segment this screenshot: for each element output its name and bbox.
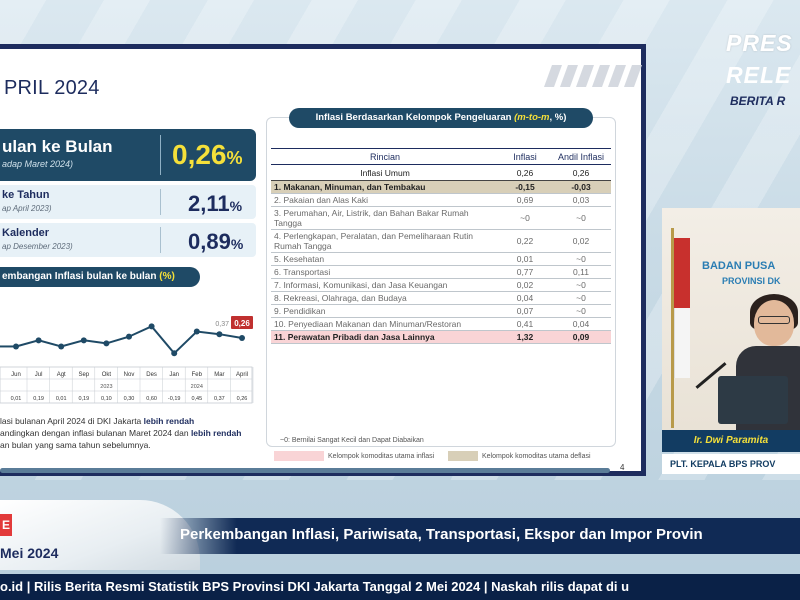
presentation-slide: PRIL 2024 ulan ke Bulan adap Maret 2024)… [0, 44, 646, 476]
value-label: 0,30 [124, 396, 135, 402]
value-label: 0,01 [11, 396, 22, 402]
row-inflasi-umum: Inflasi Umum 0,26 0,26 [271, 164, 611, 181]
value-label: 0,10 [101, 396, 112, 402]
flag-icon [674, 238, 690, 308]
footnote: ~0: Bernilai Sangat Kecil dan Dapat Diab… [280, 437, 424, 444]
month-grid [0, 366, 253, 404]
series-line [15, 325, 243, 355]
legend-deflasi: Kelompok komoditas utama deflasi [448, 451, 591, 461]
press-title-1: PRES [726, 30, 793, 56]
header-rincian: Rincian [271, 148, 499, 165]
headline-text: Perkembangan Inflasi, Pariwisata, Transp… [180, 526, 703, 543]
tick-label: Feb [192, 372, 203, 378]
speaker-video: BADAN PUSA PROVINSI DK [662, 208, 800, 430]
stat-mtm-label: ulan ke Bulan [2, 137, 113, 156]
data-point [239, 334, 245, 341]
data-point [171, 350, 178, 357]
monthly-inflation-chart: 0,37 0,26 Jun 0,01 Jul 0,19 Agt 0,01 Sep 0,19 Okt 0… [0, 315, 254, 404]
slide-title: PRIL 2024 [4, 77, 100, 99]
value-label: 0,01 [56, 396, 67, 402]
table-row: 10. Penyediaan Makanan dan Minuman/Resto… [271, 317, 611, 331]
berita-subtitle: BERITA R [730, 94, 786, 108]
press-title-2: RELE [726, 62, 792, 88]
headline-bar: Perkembangan Inflasi, Pariwisata, Transp… [160, 518, 800, 554]
highlight-box [231, 315, 253, 329]
chart-note: lasi bulanan April 2024 di DKI Jakarta l… [0, 416, 242, 450]
bps-logo-mark [543, 59, 643, 95]
value-label: 0,60 [146, 396, 157, 402]
stat-year-on-year: ke Tahun ap April 2023) 2,11% [0, 185, 256, 219]
table-row: 9. Pendidikan 0,07 ~0 [271, 304, 611, 318]
table-row: 4. Perlengkapan, Peralatan, dan Pemeliha… [271, 229, 611, 253]
tick-label: Des [146, 372, 157, 378]
inflation-table: Rincian Inflasi Andil Inflasi Inflasi Um… [271, 148, 611, 344]
value-label: 0,26 [237, 396, 248, 402]
stat-mtm-sub: adap Maret 2024) [2, 159, 74, 169]
inflation-table-panel: Inflasi Berdasarkan Kelompok Pengeluaran… [266, 108, 616, 447]
stat-ytd-value: 0,89% [188, 229, 244, 254]
news-ticker: o.id | Rilis Berita Resmi Statistik BPS … [0, 574, 800, 600]
stat-yoy-sub: ap April 2023) [2, 204, 52, 213]
stat-ytd-label: Kalender [2, 227, 50, 239]
stat-year-to-date: Kalender ap Desember 2023) 0,89% [0, 223, 256, 257]
tick-label: Okt [102, 372, 112, 378]
data-point [80, 337, 87, 344]
value-label: -0,19 [168, 396, 181, 402]
table-row: 11. Perawatan Pribadi dan Jasa Lainnya 1,… [271, 330, 611, 344]
stat-mtm-value: 0,26% [172, 139, 243, 170]
tick-label: Jun [11, 372, 21, 378]
value-label: 0,37 [214, 396, 225, 402]
tick-label: Jan [169, 372, 179, 378]
tick-label: Sep [78, 372, 89, 378]
tick-label: April [236, 372, 248, 378]
tick-label: Agt [57, 372, 66, 378]
wall-sign-line1: BADAN PUSA [702, 260, 776, 272]
year-label: 2023 [100, 384, 112, 390]
live-badge: E [0, 514, 12, 536]
value-label: 0,19 [78, 396, 89, 402]
laptop-icon [718, 376, 788, 424]
table-title: Inflasi Berdasarkan Kelompok Pengeluaran… [289, 108, 593, 128]
year-label: 2024 [191, 384, 203, 390]
header-andil: Andil Inflasi [551, 148, 611, 165]
table-row: 3. Perumahan, Air, Listrik, dan Bahan Ba… [271, 206, 611, 230]
stat-ytd-sub: ap Desember 2023) [2, 242, 73, 251]
broadcast-date: Mei 2024 [0, 545, 59, 561]
wall-sign-line2: PROVINSI DK [722, 276, 781, 286]
header-inflasi: Inflasi [499, 148, 551, 165]
value-label: 0,19 [33, 396, 44, 402]
tick-label: Nov [124, 372, 135, 378]
point-label-mar: 0,37 [215, 321, 229, 328]
data-point [193, 328, 200, 335]
page-number: 4 [620, 463, 625, 472]
data-point [148, 323, 155, 330]
legend-inflasi: Kelompok komoditas utama inflasi [274, 451, 434, 461]
table-row: 7. Informasi, Komunikasi, dan Jasa Keuan… [271, 278, 611, 292]
data-point [35, 337, 42, 344]
table-row: 8. Rekreasi, Olahraga, dan Budaya 0,04 ~0 [271, 291, 611, 305]
table-row: 2. Pakaian dan Alas Kaki 0,69 0,03 [271, 193, 611, 207]
stat-yoy-value: 2,11% [188, 191, 243, 216]
table-row: 5. Kesehatan 0,01 ~0 [271, 252, 611, 266]
table-row: 6. Transportasi 0,77 0,11 [271, 265, 611, 279]
slide-progress-bar [0, 468, 610, 473]
data-point [126, 333, 132, 340]
data-point [216, 331, 223, 338]
tick-label: Mar [214, 372, 224, 378]
stat-month-to-month: ulan ke Bulan adap Maret 2024) 0,26% [0, 129, 256, 181]
chart-title: embangan Inflasi bulan ke bulan (%) [0, 267, 200, 287]
stat-yoy-label: ke Tahun [2, 189, 50, 201]
data-point [13, 343, 19, 350]
value-label: 0,45 [191, 396, 202, 402]
table-row: 1. Makanan, Minuman, dan Tembakau -0,15 -0… [271, 180, 611, 194]
speaker-name: Ir. Dwi Paramita [662, 430, 800, 452]
tick-label: Jul [35, 372, 43, 378]
speaker-role: PLT. KEPALA BPS PROV [662, 454, 800, 474]
point-label-april: 0,26 [234, 319, 250, 328]
data-point [58, 343, 65, 350]
data-point [103, 340, 110, 347]
